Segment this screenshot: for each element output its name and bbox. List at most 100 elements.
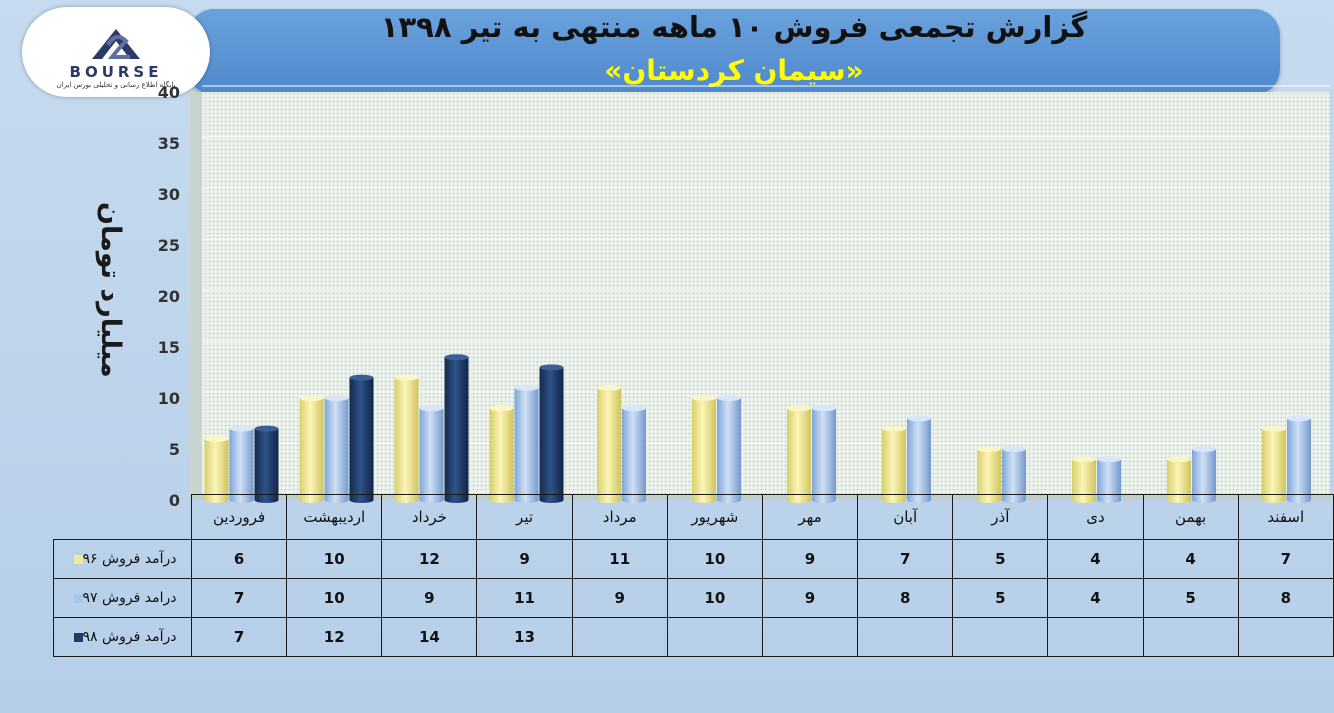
data-label: 4 (1047, 578, 1144, 618)
plot-side-wall (190, 92, 202, 500)
x-tick-label: دی (1047, 494, 1144, 540)
y-tick-label: 10 (158, 389, 180, 408)
data-label: 7 (190, 578, 288, 618)
legend-entry: درآمد فروش ۹۸ (53, 617, 192, 657)
x-tick-label: مرداد (571, 494, 668, 540)
y-tick-label: 15 (158, 338, 180, 357)
bar-96 (204, 435, 229, 503)
x-tick-label: اردیبهشت (286, 494, 383, 540)
bar-97 (419, 405, 444, 503)
x-tick-label: مهر (761, 494, 859, 540)
y-tick-label: 30 (158, 185, 180, 204)
bar-96 (692, 395, 716, 503)
x-tick-label: اسفند (1237, 494, 1334, 540)
table-row: درامد فروش ۹۷ 7 10 9 11 9 10 9 8 5 4 5 8 (53, 578, 1334, 618)
logo (22, 7, 210, 97)
legend-entry: درآمد فروش ۹۶ (53, 539, 192, 579)
chart-title: گزارش تجمعی فروش ۱۰ ماهه منتهی به تیر ۱۳… (380, 10, 1088, 44)
data-label (666, 617, 763, 657)
x-tick-label: فروردین (190, 494, 288, 540)
data-label: 10 (286, 539, 383, 579)
x-tick-label: شهریور (666, 494, 763, 540)
logo-tagline: پایگاه اطلاع رسانی و تحلیلی بورس ایران (56, 81, 176, 89)
table-row: درآمد فروش ۹۸ 7 12 14 13 (53, 617, 1334, 657)
data-label (952, 617, 1049, 657)
data-label: 7 (190, 617, 288, 657)
x-tick-label: خرداد (381, 494, 478, 540)
data-label: 11 (571, 539, 668, 579)
bar-96 (1262, 425, 1286, 503)
y-tick-label: 40 (158, 83, 180, 102)
data-label (571, 617, 668, 657)
data-label (857, 617, 954, 657)
bar-97 (514, 384, 539, 503)
legend-swatch-icon (73, 593, 83, 603)
data-label: 6 (190, 539, 288, 579)
bar-98 (349, 374, 374, 503)
data-label: 4 (1047, 539, 1144, 579)
data-label: 10 (286, 578, 383, 618)
title-banner (188, 9, 1280, 95)
series-name: درآمد فروش ۹۸ (82, 629, 177, 645)
y-tick-label: 25 (158, 236, 180, 255)
data-label: 5 (952, 578, 1049, 618)
bourse-logo-icon (92, 29, 140, 59)
bar-97 (717, 395, 741, 503)
x-tick-label: آذر (952, 494, 1049, 540)
data-label: 9 (761, 539, 859, 579)
legend-swatch-icon (73, 554, 83, 564)
legend-entry: درامد فروش ۹۷ (53, 578, 192, 618)
data-label: 9 (571, 578, 668, 618)
y-tick-label: 20 (158, 287, 180, 306)
bar-97 (229, 425, 254, 503)
series-name: درامد فروش ۹۷ (82, 590, 177, 606)
data-label: 5 (1142, 578, 1239, 618)
data-label: 4 (1142, 539, 1239, 579)
data-label (1047, 617, 1144, 657)
x-tick-label: تیر (476, 494, 573, 540)
data-label (1142, 617, 1239, 657)
table-row: درآمد فروش ۹۶ 6 10 12 9 11 10 9 7 5 4 4 7 (53, 539, 1334, 579)
x-tick-label: بهمن (1142, 494, 1239, 540)
bar-97 (812, 405, 836, 503)
data-label: 5 (952, 539, 1049, 579)
bar-98 (254, 425, 279, 503)
bar-96 (597, 384, 621, 503)
chart-subtitle: «سیمان کردستان» (604, 54, 864, 87)
data-label: 13 (476, 617, 573, 657)
bar-97 (324, 395, 349, 503)
data-table: فروردین اردیبهشت خرداد تیر مرداد شهریور مهر آبا… (53, 494, 1334, 657)
bar-97 (622, 405, 646, 503)
y-axis-label: میلیارد تومان (95, 202, 126, 378)
bar-96 (1167, 456, 1191, 503)
bar-96 (299, 395, 324, 503)
bar-97 (1287, 415, 1311, 503)
y-tick-label: 5 (169, 440, 180, 459)
bar-96 (882, 425, 906, 503)
bar-98 (539, 364, 564, 503)
data-label: 7 (1237, 539, 1334, 579)
data-label: 10 (666, 578, 763, 618)
bar-97 (907, 415, 931, 503)
data-label: 9 (381, 578, 478, 618)
plot-area (190, 92, 1330, 494)
y-tick-label: 35 (158, 134, 180, 153)
series-name: درآمد فروش ۹۶ (82, 551, 177, 567)
data-label: 7 (857, 539, 954, 579)
bar-96 (787, 405, 811, 503)
bar-96 (489, 405, 514, 503)
data-label: 9 (761, 578, 859, 618)
data-label: 11 (476, 578, 573, 618)
data-label (761, 617, 859, 657)
data-label: 8 (1237, 578, 1334, 618)
data-label: 14 (381, 617, 478, 657)
bar-96 (394, 374, 419, 503)
data-label (1237, 617, 1334, 657)
data-label: 8 (857, 578, 954, 618)
data-label: 12 (381, 539, 478, 579)
data-label: 12 (286, 617, 383, 657)
table-corner (53, 494, 192, 540)
bar-98 (444, 354, 469, 503)
data-label: 10 (666, 539, 763, 579)
logo-wordmark: BOURSE (69, 63, 163, 81)
